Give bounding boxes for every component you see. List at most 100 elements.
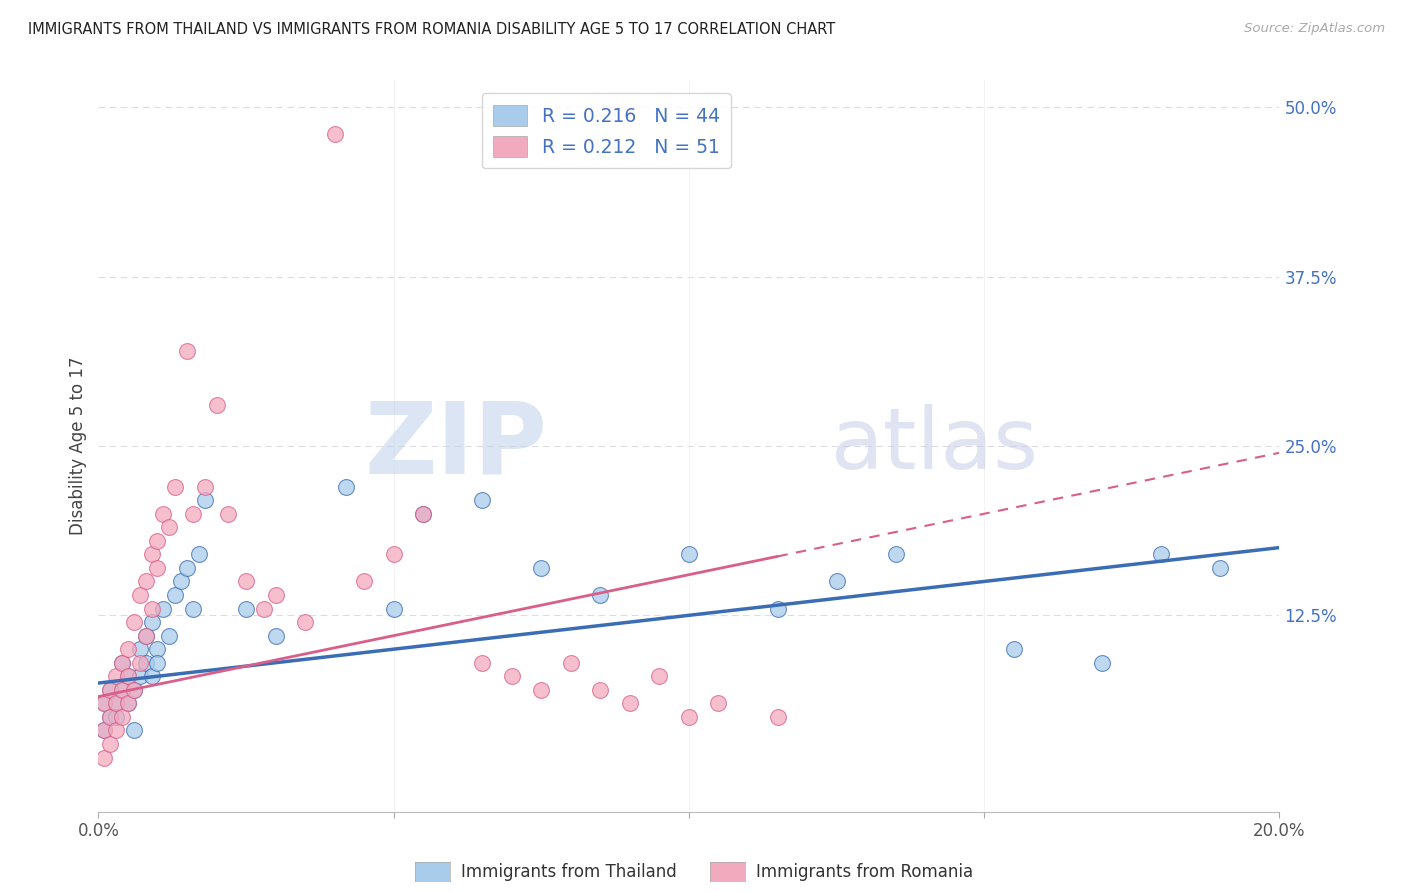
Point	[141, 669, 163, 683]
Point	[122, 615, 145, 629]
Point	[157, 520, 180, 534]
Point	[165, 480, 187, 494]
Point	[471, 493, 494, 508]
Point	[766, 710, 789, 724]
Point	[1002, 642, 1025, 657]
Point	[128, 669, 150, 683]
Point	[323, 128, 346, 142]
Point	[98, 710, 121, 724]
Point	[1091, 656, 1114, 670]
Point	[111, 682, 134, 697]
Point	[589, 682, 612, 697]
Point	[146, 561, 169, 575]
Point	[1209, 561, 1232, 575]
Point	[412, 507, 434, 521]
Point	[122, 682, 145, 697]
Point	[135, 656, 157, 670]
Point	[678, 547, 700, 561]
Point	[105, 697, 128, 711]
Point	[884, 547, 907, 561]
Point	[105, 669, 128, 683]
Text: Source: ZipAtlas.com: Source: ZipAtlas.com	[1244, 22, 1385, 36]
Point	[412, 507, 434, 521]
Point	[93, 723, 115, 738]
Point	[146, 642, 169, 657]
Point	[98, 710, 121, 724]
Point	[335, 480, 357, 494]
Point	[152, 507, 174, 521]
Point	[382, 601, 405, 615]
Point	[530, 561, 553, 575]
Point	[678, 710, 700, 724]
Point	[146, 656, 169, 670]
Text: Immigrants from Thailand: Immigrants from Thailand	[461, 863, 676, 881]
Text: ZIP: ZIP	[364, 398, 547, 494]
Point	[146, 533, 169, 548]
Point	[181, 507, 204, 521]
Point	[471, 656, 494, 670]
Point	[619, 697, 641, 711]
Point	[1150, 547, 1173, 561]
Point	[141, 601, 163, 615]
Point	[111, 682, 134, 697]
Point	[165, 588, 187, 602]
Point	[181, 601, 204, 615]
Point	[117, 669, 139, 683]
Point	[194, 480, 217, 494]
Point	[98, 682, 121, 697]
Point	[187, 547, 209, 561]
Point	[294, 615, 316, 629]
Point	[117, 642, 139, 657]
Point	[530, 682, 553, 697]
Point	[117, 669, 139, 683]
Point	[111, 710, 134, 724]
Point	[122, 723, 145, 738]
Point	[194, 493, 217, 508]
Y-axis label: Disability Age 5 to 17: Disability Age 5 to 17	[69, 357, 87, 535]
Text: IMMIGRANTS FROM THAILAND VS IMMIGRANTS FROM ROMANIA DISABILITY AGE 5 TO 17 CORRE: IMMIGRANTS FROM THAILAND VS IMMIGRANTS F…	[28, 22, 835, 37]
Point	[135, 629, 157, 643]
Point	[105, 723, 128, 738]
Point	[141, 615, 163, 629]
Point	[111, 656, 134, 670]
Text: Immigrants from Romania: Immigrants from Romania	[756, 863, 973, 881]
Point	[128, 656, 150, 670]
Point	[353, 574, 375, 589]
Point	[152, 601, 174, 615]
Point	[93, 723, 115, 738]
Point	[176, 344, 198, 359]
Legend: R = 0.216   N = 44, R = 0.212   N = 51: R = 0.216 N = 44, R = 0.212 N = 51	[482, 94, 731, 169]
Point	[648, 669, 671, 683]
Point	[217, 507, 239, 521]
Text: atlas: atlas	[831, 404, 1039, 488]
Point	[235, 601, 257, 615]
Point	[135, 574, 157, 589]
Point	[98, 682, 121, 697]
Point	[382, 547, 405, 561]
Point	[93, 697, 115, 711]
Point	[560, 656, 582, 670]
Point	[205, 398, 228, 412]
Point	[105, 710, 128, 724]
Point	[707, 697, 730, 711]
Point	[170, 574, 193, 589]
Point	[98, 737, 121, 751]
Point	[105, 697, 128, 711]
Point	[253, 601, 276, 615]
Point	[264, 629, 287, 643]
Point	[135, 629, 157, 643]
Point	[157, 629, 180, 643]
Point	[766, 601, 789, 615]
Point	[122, 682, 145, 697]
Point	[128, 642, 150, 657]
Point	[93, 750, 115, 764]
Point	[825, 574, 848, 589]
Point	[264, 588, 287, 602]
Point	[501, 669, 523, 683]
Point	[176, 561, 198, 575]
Point	[111, 656, 134, 670]
Point	[141, 547, 163, 561]
Point	[128, 588, 150, 602]
Point	[589, 588, 612, 602]
Point	[235, 574, 257, 589]
